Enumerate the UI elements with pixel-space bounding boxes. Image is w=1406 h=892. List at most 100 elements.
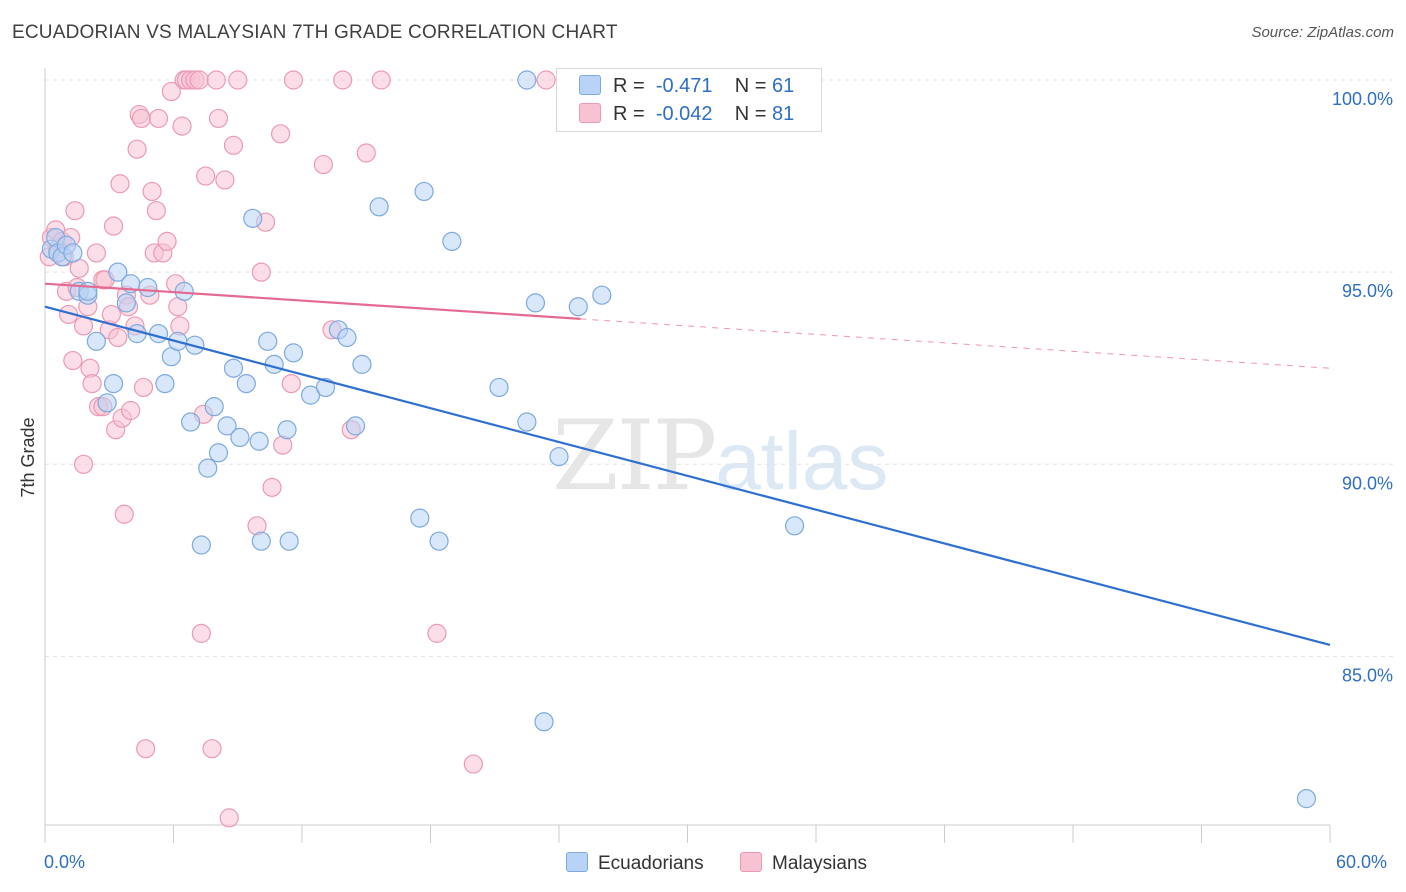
malaysian-point [121,400,141,421]
ecuadorian-point [442,231,462,252]
malaysian-point [427,623,447,643]
ecuadorian-point [251,531,271,551]
ecuadorian-point [191,535,211,555]
malaysian-point [189,70,209,90]
y-tick-label: 90.0% [1342,473,1393,493]
malaysian-point [142,181,162,202]
malaysian-point [114,504,134,524]
malaysian-point [208,108,229,129]
legend-label-malaysians: Malaysians [772,853,868,874]
malaysian-point [371,70,391,90]
ecuadorian-point [277,420,297,440]
ecuadorian-point [300,385,321,405]
legend-row-ecuadorians: R = -0.471 N = 61 [579,75,794,98]
legend-swatch-malaysians [740,852,762,872]
malaysian-point [281,374,301,394]
ecuadorian-point [138,277,158,298]
watermark-zip: ZIP [552,400,717,512]
legend-r-label: R = [613,75,645,97]
legend-r-value: -0.042 [655,103,713,125]
malaysian-point [536,70,556,90]
ecuadorian-point [208,443,229,463]
ecuadorian-point [369,197,389,217]
source-credit: Source: ZipAtlas.com [1251,24,1394,41]
malaysian-point [463,754,483,774]
legend-r-value: -0.471 [655,75,713,97]
malaysian-point [313,154,334,175]
malaysian-point [283,70,304,90]
legend-swatch-ecuadorians [579,75,601,95]
malaysian-trend-line [44,282,581,321]
ecuadorian-point [283,343,304,363]
ecuadorian-point [534,712,554,732]
ecuadorian-point [103,374,124,394]
legend-n-value: 61 [772,75,795,97]
ecuadorian-point [155,374,175,394]
malaysian-point [157,231,177,252]
ecuadorian-point [1296,789,1317,809]
malaysian-point [86,243,107,263]
malaysian-point [110,174,130,194]
malaysian-point [202,739,222,759]
malaysian-point [65,201,85,221]
legend-item-malaysians[interactable]: Malaysians [740,852,867,875]
ecuadorian-point [410,508,430,528]
legend-n-value: 81 [772,103,795,125]
chart-title: ECUADORIAN VS MALAYSIAN 7TH GRADE CORREL… [12,22,618,43]
malaysian-point [108,327,128,348]
y-tick-label: 100.0% [1332,89,1393,109]
malaysian-point [223,135,244,155]
ecuadorian-point [217,416,237,436]
ecuadorian-point [181,412,201,432]
ecuadorian-point [345,416,366,436]
malaysian-point [73,454,94,474]
series-legend: Ecuadorians Malaysians [0,852,1406,878]
malaysian-point [63,350,83,371]
x-tick-label-max: 60.0% [1336,852,1388,872]
y-tick-label: 85.0% [1342,665,1393,685]
ecuadorian-point [549,447,569,467]
ecuadorian-point [489,377,509,398]
malaysian-point [148,108,169,129]
ecuadorian-point [204,397,224,417]
malaysian-point [219,808,239,828]
ecuadorian-point [236,374,256,394]
malaysian-trend-extension [580,318,1331,369]
malaysian-point [103,216,124,236]
ecuadorian-point [249,431,269,451]
legend-label-ecuadorians: Ecuadorians [598,853,704,874]
legend-row-malaysians: R = -0.042 N = 81 [579,103,794,126]
ecuadorian-point [337,327,357,348]
malaysian-point [101,304,121,325]
malaysian-point [356,143,376,163]
ecuadorian-point [784,516,805,536]
malaysian-point [215,170,235,190]
legend-n-label: N = [734,103,767,125]
ecuadorian-point [258,331,278,351]
malaysian-point [161,81,181,102]
ecuadorian-trend-line [44,305,1331,646]
ecuadorian-point [315,377,336,398]
malaysian-point [262,477,282,497]
malaysian-point [82,374,102,394]
ecuadorian-point [517,412,537,432]
stats-legend: R = -0.471 N = 61 R = -0.042 N = 81 [556,68,822,132]
y-tick-label: 95.0% [1342,281,1393,301]
watermark: ZIPatlas [552,400,888,512]
malaysian-point [333,70,353,90]
malaysian-point [146,201,166,221]
ecuadorian-point [97,393,117,413]
malaysian-point [206,70,226,90]
ecuadorian-point [108,262,128,282]
legend-item-ecuadorians[interactable]: Ecuadorians [566,852,704,875]
x-tick-label-min: 0.0% [44,852,86,872]
legend-n-label: N = [734,75,767,97]
legend-r-label: R = [613,103,645,125]
legend-swatch-ecuadorians [566,852,588,872]
ecuadorian-point [223,358,244,378]
malaysian-point [228,70,248,90]
ecuadorian-point [414,181,434,202]
malaysian-point [251,262,271,282]
malaysian-point [196,166,216,186]
